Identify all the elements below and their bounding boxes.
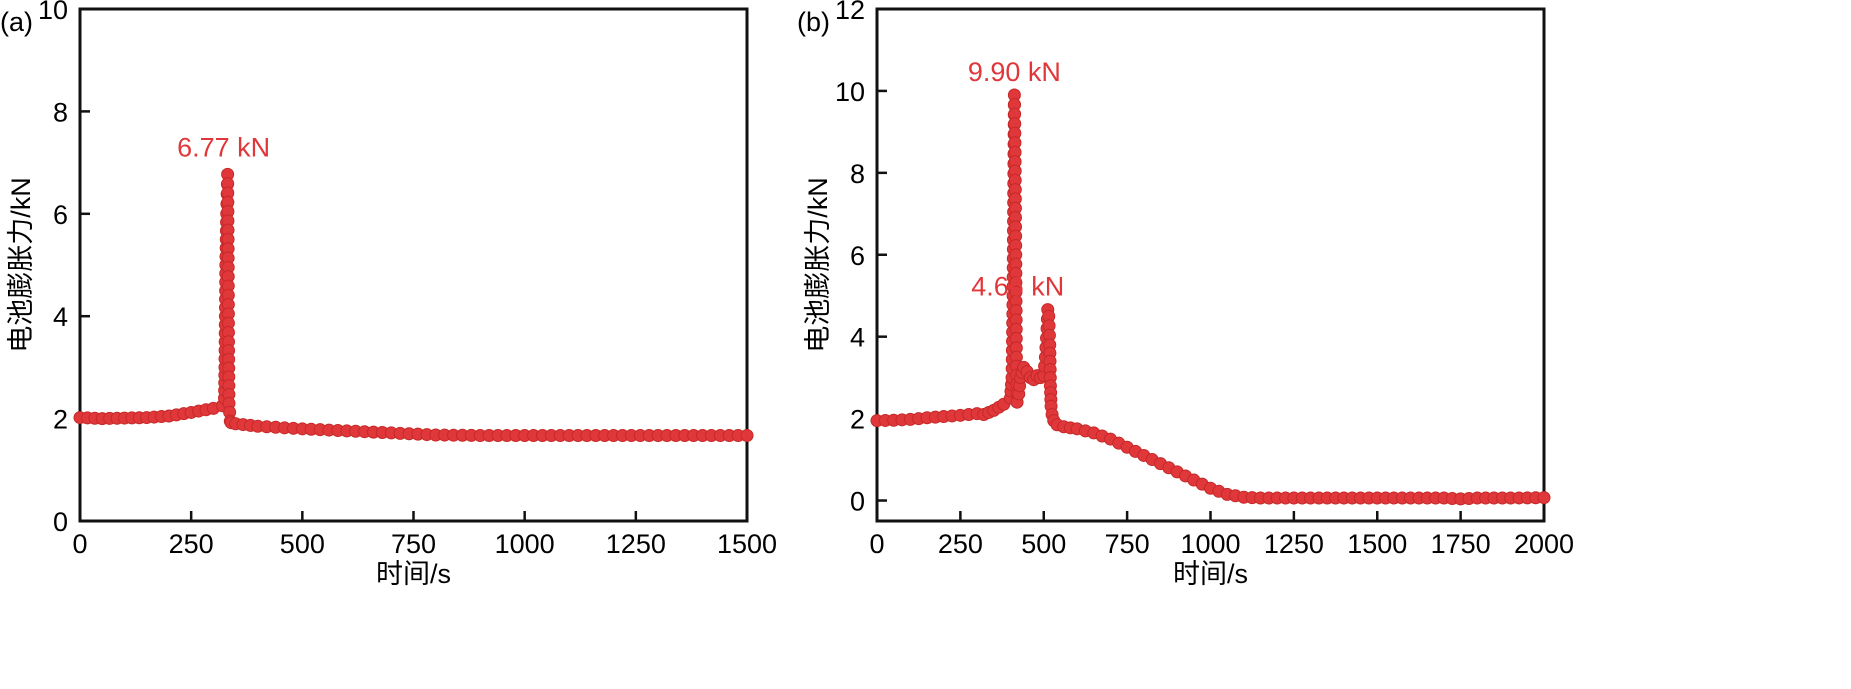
peak-annotation-b: 4.66 kN: [971, 272, 1064, 302]
x-tick-label-a: 750: [391, 529, 436, 559]
x-tick-label-a: 0: [72, 529, 87, 559]
y-tick-label-a: 6: [53, 200, 68, 230]
x-tick-label-b: 250: [938, 529, 983, 559]
peak-annotation-b: 9.90 kN: [968, 57, 1061, 87]
x-tick-label-a: 1000: [495, 529, 555, 559]
y-tick-label-a: 10: [38, 0, 68, 25]
panel-b-chart: 0 250 500 750 1000 1250 1500 1750 2000 0 2 4 6 8 10 12(…: [797, 0, 1574, 589]
panel-label-b: (b): [797, 7, 830, 37]
x-tick-label-b: 1250: [1264, 529, 1324, 559]
x-tick-label-a: 1500: [717, 529, 777, 559]
x-axis-title-b: 时间/s: [1173, 559, 1248, 589]
peak-annotation-a: 6.77 kN: [177, 132, 270, 162]
x-tick-label-b: 1000: [1180, 529, 1240, 559]
series-markers-b: [870, 88, 1551, 506]
x-tick-label-b: 1750: [1431, 529, 1491, 559]
x-tick-label-a: 1250: [606, 529, 666, 559]
y-axis-title-a: 电池膨胀力/kN: [6, 177, 36, 353]
y-tick-label-a: 0: [53, 507, 68, 537]
x-tick-label-b: 0: [869, 529, 884, 559]
y-tick-label-a: 2: [53, 405, 68, 435]
series-line-a: [75, 169, 752, 440]
y-tick-label-b: 0: [850, 487, 865, 517]
y-tick-label-b: 8: [850, 159, 865, 189]
y-tick-label-b: 2: [850, 405, 865, 435]
x-tick-label-a: 500: [280, 529, 325, 559]
x-tick-label-b: 2000: [1514, 529, 1574, 559]
panel-label-a: (a): [0, 7, 33, 37]
series-markers-a: [73, 167, 754, 442]
panel-a-chart: 0 250 500 750 1000 1250 1500 0 2 4 6 8 10(a) 时间/s 电池膨胀…: [0, 0, 777, 589]
y-tick-label-a: 8: [53, 97, 68, 127]
x-axis-title-a: 时间/s: [376, 559, 451, 589]
y-tick-label-b: 4: [850, 323, 865, 353]
y-tick-label-b: 10: [835, 77, 865, 107]
y-tick-label-b: 6: [850, 241, 865, 271]
x-tick-label-b: 500: [1021, 529, 1066, 559]
y-tick-label-b: 12: [835, 0, 865, 25]
x-tick-label-b: 1500: [1347, 529, 1407, 559]
x-tick-label-a: 250: [169, 529, 214, 559]
y-tick-label-a: 4: [53, 302, 68, 332]
data-point: [1537, 491, 1551, 505]
y-axis-title-b: 电池膨胀力/kN: [803, 177, 833, 353]
plot-frame-a: [78, 7, 749, 523]
data-point: [740, 428, 754, 442]
x-tick-label-b: 750: [1105, 529, 1150, 559]
